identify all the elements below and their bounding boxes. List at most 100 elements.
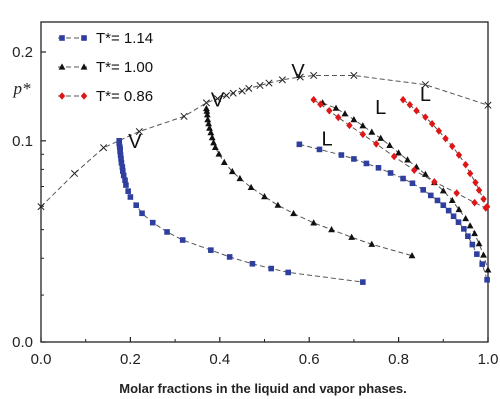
series-1-vapor-point [210, 139, 217, 146]
x-marker-stroke [214, 95, 222, 103]
envelope-point [296, 73, 304, 81]
series-1-liquid-point [377, 134, 385, 141]
series-0-vapor-point [118, 155, 124, 162]
series-2-liquid-point [442, 134, 449, 143]
series-2-vapor-point [335, 113, 342, 122]
series-0-liquid-point [363, 160, 370, 167]
series-1-vapor-point [247, 183, 255, 191]
series-2-liquid-point [455, 151, 463, 159]
series-0-liquid-point [479, 261, 485, 267]
envelope-point [229, 89, 237, 97]
series-0-liquid-point [484, 276, 490, 283]
x-marker-stroke [310, 71, 318, 80]
series-1-liquid-point [455, 205, 463, 213]
series-2-vapor-point [390, 152, 398, 161]
series-0-vapor-point [268, 265, 275, 272]
series-0-vapor-point [117, 152, 124, 158]
series-0-liquid-point [387, 170, 394, 176]
series-0-vapor-point [118, 160, 125, 166]
series-0-liquid-point [445, 207, 452, 214]
series-0-liquid-point [465, 233, 471, 239]
series-2-vapor-point [346, 121, 353, 130]
x-marker-stroke [222, 91, 231, 99]
series-1-vapor-point [348, 233, 356, 240]
envelope-point [484, 101, 492, 109]
legend-label: T*= 1.00 [96, 59, 153, 76]
series-1-vapor-point [203, 107, 211, 114]
series-2-vapor-point [431, 178, 438, 186]
x-tick-label: 0.8 [388, 351, 409, 368]
envelope-point [421, 81, 429, 89]
x-tick-label: 0.2 [120, 351, 141, 368]
x-marker-stroke [256, 81, 264, 90]
series-2-liquid-point [435, 127, 443, 135]
series-1 [202, 99, 492, 273]
series-1-vapor-point [228, 167, 236, 175]
series-1-liquid-point [332, 104, 340, 111]
series-0-liquid-line [299, 143, 488, 280]
series-1-vapor-line [205, 108, 413, 257]
envelope-point [256, 81, 264, 90]
series-2-liquid-point [428, 119, 436, 128]
legend-marker [80, 92, 88, 100]
envelope-point [180, 112, 188, 120]
series-2-vapor-point [317, 100, 324, 109]
x-marker-stroke [484, 101, 492, 109]
series-1-vapor-point [205, 120, 213, 127]
series-2-vapor-point [453, 189, 460, 197]
series-0-liquid-point [351, 156, 357, 162]
x-marker-stroke [100, 144, 108, 152]
x-marker-stroke [70, 169, 79, 178]
x-marker-stroke [180, 112, 188, 120]
series-2-vapor-point [326, 106, 333, 115]
series-2-liquid-point [480, 195, 487, 203]
series-1-liquid-point [439, 187, 447, 194]
series-2-vapor-point [471, 198, 478, 207]
series-0-vapor-point [208, 247, 214, 253]
x-marker-stroke [278, 76, 286, 84]
series-0-vapor-point [116, 140, 123, 147]
y-axis-title: p* [13, 79, 32, 98]
envelope-point [238, 87, 246, 95]
series-2-vapor-point [310, 95, 317, 104]
series-1-vapor-point [203, 111, 211, 118]
series-0 [116, 138, 490, 285]
series-1-liquid-line [322, 102, 489, 271]
series-0-vapor-point [149, 219, 156, 226]
series-1-vapor-point [202, 104, 210, 112]
series-2-liquid-point [406, 100, 413, 109]
series-0-liquid-point [450, 213, 457, 220]
x-marker-stroke [421, 81, 429, 89]
x-axis-title: Molar fractions in the liquid and vapor … [119, 381, 407, 396]
series-1-liquid-point [359, 122, 367, 129]
series-1-liquid-point [341, 110, 349, 117]
x-marker-stroke [238, 87, 246, 95]
legend-marker [58, 63, 66, 70]
legend-marker [59, 35, 65, 41]
y-tick-label: 0.0 [12, 334, 33, 351]
series-0-vapor-point [285, 269, 291, 276]
x-marker-stroke [350, 71, 358, 80]
series-1-liquid-point [350, 116, 358, 123]
phase-envelope [37, 71, 492, 211]
x-marker-stroke [229, 89, 237, 97]
series-0-liquid-point [420, 187, 426, 193]
envelope-point [245, 84, 253, 92]
x-marker-stroke [265, 79, 273, 87]
series-2-liquid-point [472, 178, 479, 187]
series-0-vapor-point [139, 210, 145, 217]
x-marker-stroke [245, 84, 253, 92]
annotation-L: L [375, 97, 386, 119]
series-2-liquid-point [422, 113, 429, 121]
x-marker-stroke [202, 99, 210, 107]
series-0-vapor-point [127, 194, 134, 200]
series-1-liquid-point [448, 196, 456, 204]
series-0-vapor-point [226, 254, 233, 260]
series-1-vapor-point [368, 240, 376, 247]
series-layer [116, 95, 492, 285]
annotation-V: V [291, 61, 305, 83]
series-0-vapor-point [120, 172, 127, 179]
series-1-vapor-point [206, 124, 213, 131]
series-0-vapor-point [133, 202, 140, 208]
